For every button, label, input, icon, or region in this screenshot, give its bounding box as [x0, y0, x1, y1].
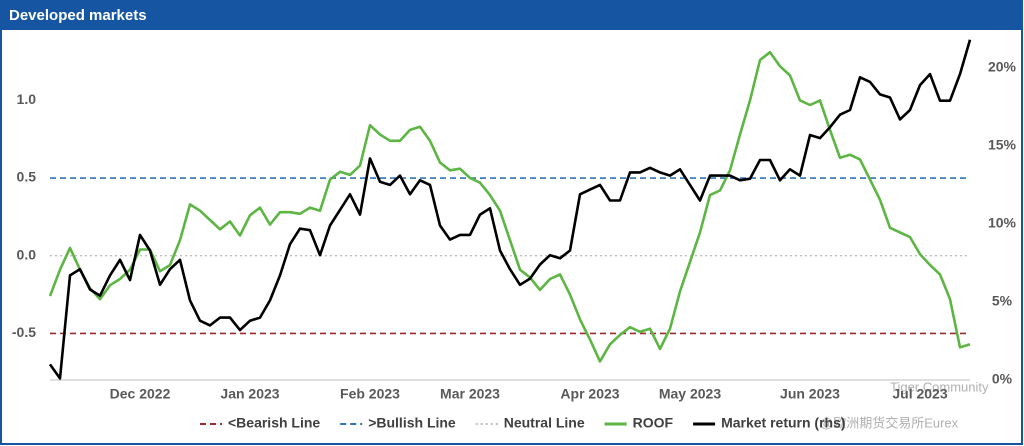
legend-label: <Bearish Line: [228, 415, 320, 431]
x-tick-label: Jan 2023: [220, 386, 279, 402]
y-tick-label: -0.5: [12, 324, 36, 340]
y2-tick-label: 5%: [992, 293, 1013, 309]
y-tick-label: 1.0: [17, 91, 37, 107]
chart-title: Developed markets: [9, 7, 147, 24]
x-tick-label: Mar 2023: [440, 386, 500, 402]
x-tick-label: Jun 2023: [780, 386, 840, 402]
series-line: [48, 39, 972, 380]
y2-tick-label: 10%: [988, 215, 1017, 231]
legend-label: Market return (rhs): [721, 415, 845, 431]
x-tick-label: Apr 2023: [560, 386, 619, 402]
y2-tick-label: 20%: [988, 59, 1017, 75]
x-tick-label: Jul 2023: [892, 386, 947, 402]
x-tick-label: May 2023: [659, 386, 721, 402]
x-tick-label: Dec 2022: [110, 386, 171, 402]
watermark: @欧洲期货交易所Eurex: [820, 415, 959, 430]
y2-tick-label: 0%: [992, 371, 1013, 387]
x-tick-label: Feb 2023: [340, 386, 400, 402]
watermark: Tiger Community: [890, 379, 989, 394]
legend-label: ROOF: [633, 415, 674, 431]
legend-label: Neutral Line: [504, 415, 585, 431]
series-line: [48, 50, 971, 363]
y2-tick-label: 15%: [988, 137, 1017, 153]
header-bar: [1, 1, 1022, 30]
legend-label: >Bullish Line: [368, 415, 456, 431]
y-tick-label: 0.5: [17, 169, 37, 185]
y-tick-label: 0.0: [17, 246, 37, 262]
